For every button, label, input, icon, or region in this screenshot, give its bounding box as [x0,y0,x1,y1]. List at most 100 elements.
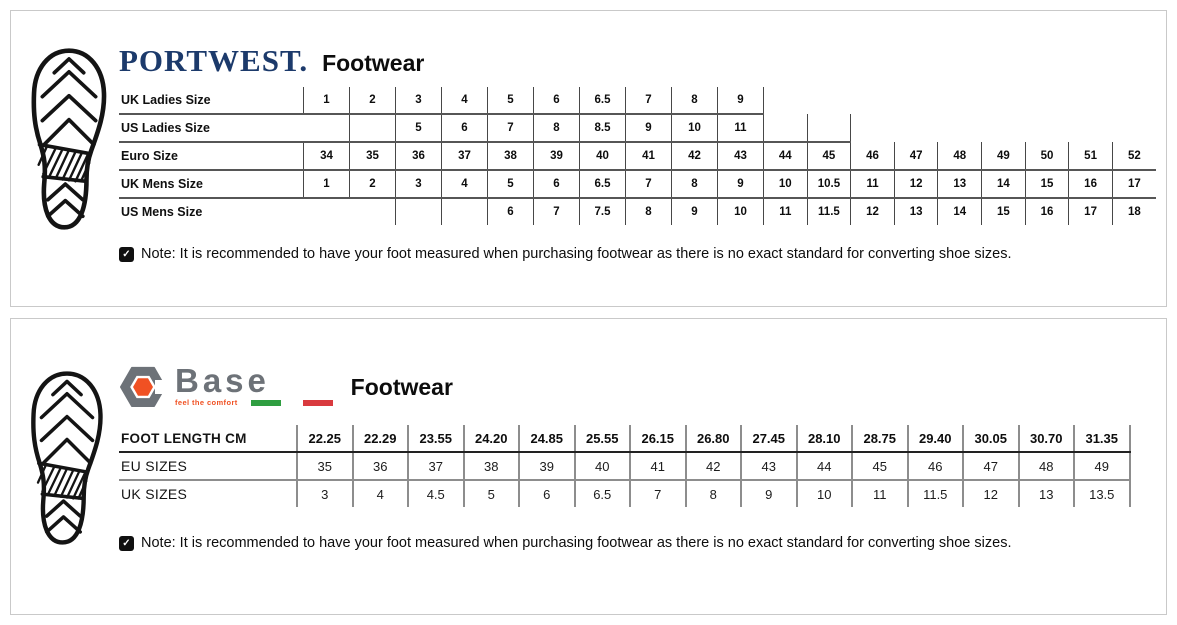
size-cell: 47 [893,142,939,171]
size-cell: 15 [981,198,1026,225]
size-cell: 17 [1068,198,1113,225]
size-cell: 4 [441,87,488,115]
size-cell: 31.35 [1073,425,1131,453]
size-cell: 5 [395,114,442,143]
base-header: Base feel the comfort Footwear [119,363,453,411]
size-cell [303,114,350,143]
size-cell: 8 [533,114,580,143]
size-cell: 4 [351,480,409,507]
size-cell: 6.5 [579,170,626,199]
size-cell: 40 [573,452,631,481]
size-cell: 14 [937,198,983,225]
size-cell: 8 [671,170,718,199]
size-cell: 16 [1024,198,1070,225]
size-cell: 49 [1073,452,1131,481]
size-cell: 6 [487,198,534,225]
size-cell: 12 [962,480,1020,507]
note-text: Note: It is recommended to have your foo… [141,535,1012,551]
table-row: Euro Size 34 35 36 37 38 39 40 41 42 43 44 45 46 47 48 4… [119,142,1156,171]
size-cell: 46 [850,142,895,171]
size-cell: 37 [441,142,488,171]
table-row: EU SIZES 35 36 37 38 39 40 41 42 43 44 45 46 47 48 49 [119,452,1131,481]
size-cell: 44 [763,142,808,171]
size-cell: 14 [981,170,1026,199]
spacer-cell [350,198,396,225]
table-row: US Mens Size 6 7 7.5 8 9 10 11 11.5 12 13 14 15 16 17 1… [119,198,1156,225]
size-cell: 36 [395,142,442,171]
note-check-icon: ✓ [119,246,134,262]
size-cell: 41 [625,142,672,171]
note-text: Note: It is recommended to have your foo… [141,246,1012,262]
size-cell: 4.5 [407,480,465,507]
portwest-panel: PORTWEST. Footwear UK Ladies Size 1 2 3 4 5 6 6… [10,10,1167,307]
size-cell: 28.10 [795,425,853,453]
size-cell: 6.5 [579,87,626,115]
size-cell: 46 [906,452,964,481]
size-cell: 51 [1068,142,1113,171]
spacer-cell [764,87,808,114]
size-cell: 38 [462,452,520,481]
base-hex-nut-icon [120,366,167,407]
size-cell: 35 [296,452,354,481]
size-cell [441,198,488,225]
size-cell: 27.45 [740,425,798,453]
size-cell: 6.5 [573,480,631,507]
base-size-table: FOOT LENGTH CM 22.25 22.29 23.55 24.20 24.85 2… [119,425,1131,507]
row-label: US Ladies Size [119,114,304,143]
size-cell: 10.5 [806,170,852,199]
size-cell: 30.05 [962,425,1020,453]
portwest-logo: PORTWEST. [119,43,309,78]
size-cell: 6 [533,87,580,115]
size-cell: 10 [671,114,718,143]
size-cell: 5 [487,87,534,115]
size-cell: 35 [349,142,396,171]
size-cell: 6 [518,480,576,507]
note: ✓ Note: It is recommended to have your f… [119,246,1011,262]
size-cell: 42 [684,452,742,481]
size-cell: 10 [795,480,853,507]
size-cell [395,198,442,225]
size-cell: 23.55 [407,425,465,453]
size-cell: 2 [349,87,396,115]
size-cell: 38 [487,142,534,171]
size-cell: 9 [717,170,764,199]
size-cell: 43 [717,142,764,171]
flag-bar-green-icon [250,399,281,406]
size-cell: 13 [1017,480,1075,507]
spacer-cell [938,87,982,114]
size-cell: 25.55 [573,425,631,453]
size-cell: 5 [487,170,534,199]
size-cell: 9 [717,87,764,115]
size-cell: 15 [1024,170,1070,199]
size-cell: 45 [851,452,909,481]
size-cell: 39 [518,452,576,481]
spacer-cell [304,198,350,225]
spacer-cell [851,87,895,114]
shoe-sole-icon [31,371,103,545]
size-cell: 47 [962,452,1020,481]
size-cell: 11 [717,114,764,143]
size-cell: 7 [533,198,580,225]
spacer-cell [982,87,1026,114]
base-wordmark: Base [175,361,270,399]
size-cell: 2 [349,170,396,199]
size-cell: 6 [533,170,580,199]
base-logo: Base feel the comfort [119,363,333,411]
size-cell: 29.40 [906,425,964,453]
size-cell: 52 [1111,142,1156,171]
size-cell: 36 [351,452,409,481]
size-cell: 9 [671,198,718,225]
section-title: Footwear [322,50,425,76]
size-cell: 40 [579,142,626,171]
row-label: Euro Size [119,142,304,171]
size-cell: 41 [629,452,687,481]
size-cell: 7.5 [579,198,626,225]
size-cell: 26.80 [684,425,742,453]
size-cell: 10 [763,170,808,199]
size-cell: 11 [763,198,808,225]
base-panel: Base feel the comfort Footwear FOOT LENG… [10,318,1167,615]
size-cell: 22.25 [296,425,354,453]
row-label: UK Ladies Size [119,87,304,115]
size-cell: 7 [625,170,672,199]
size-cell [806,114,852,143]
